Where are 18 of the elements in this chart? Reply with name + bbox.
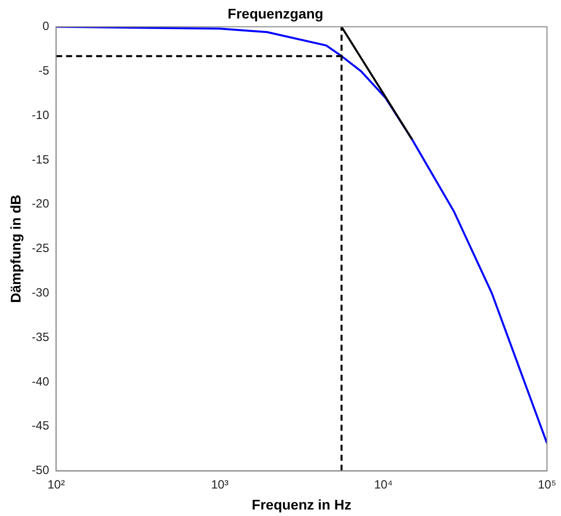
x-tick-label: 10⁴ bbox=[374, 477, 393, 492]
x-tick-label: 10² bbox=[47, 477, 65, 492]
x-tick-label: 10⁵ bbox=[538, 477, 556, 492]
y-tick-label: -10 bbox=[32, 108, 50, 122]
y-tick-label: -5 bbox=[38, 64, 50, 78]
y-tick-label: -25 bbox=[32, 241, 50, 256]
y-tick-label: -35 bbox=[32, 330, 50, 344]
y-axis-title: Dämpfung in dB bbox=[7, 194, 24, 303]
y-tick-label: -40 bbox=[32, 374, 50, 388]
y-tick-label: -30 bbox=[32, 286, 50, 300]
chart-title: Frequenzgang bbox=[228, 5, 324, 22]
y-tick-label: -15 bbox=[32, 152, 50, 166]
y-tick-label: -20 bbox=[32, 196, 50, 211]
y-tick-label: -50 bbox=[32, 463, 50, 478]
x-tick-label: 10³ bbox=[211, 477, 228, 492]
x-axis-title: Frequenz in Hz bbox=[252, 496, 352, 512]
y-tick-label: -45 bbox=[32, 418, 50, 433]
y-tick-label: 0 bbox=[42, 19, 50, 34]
